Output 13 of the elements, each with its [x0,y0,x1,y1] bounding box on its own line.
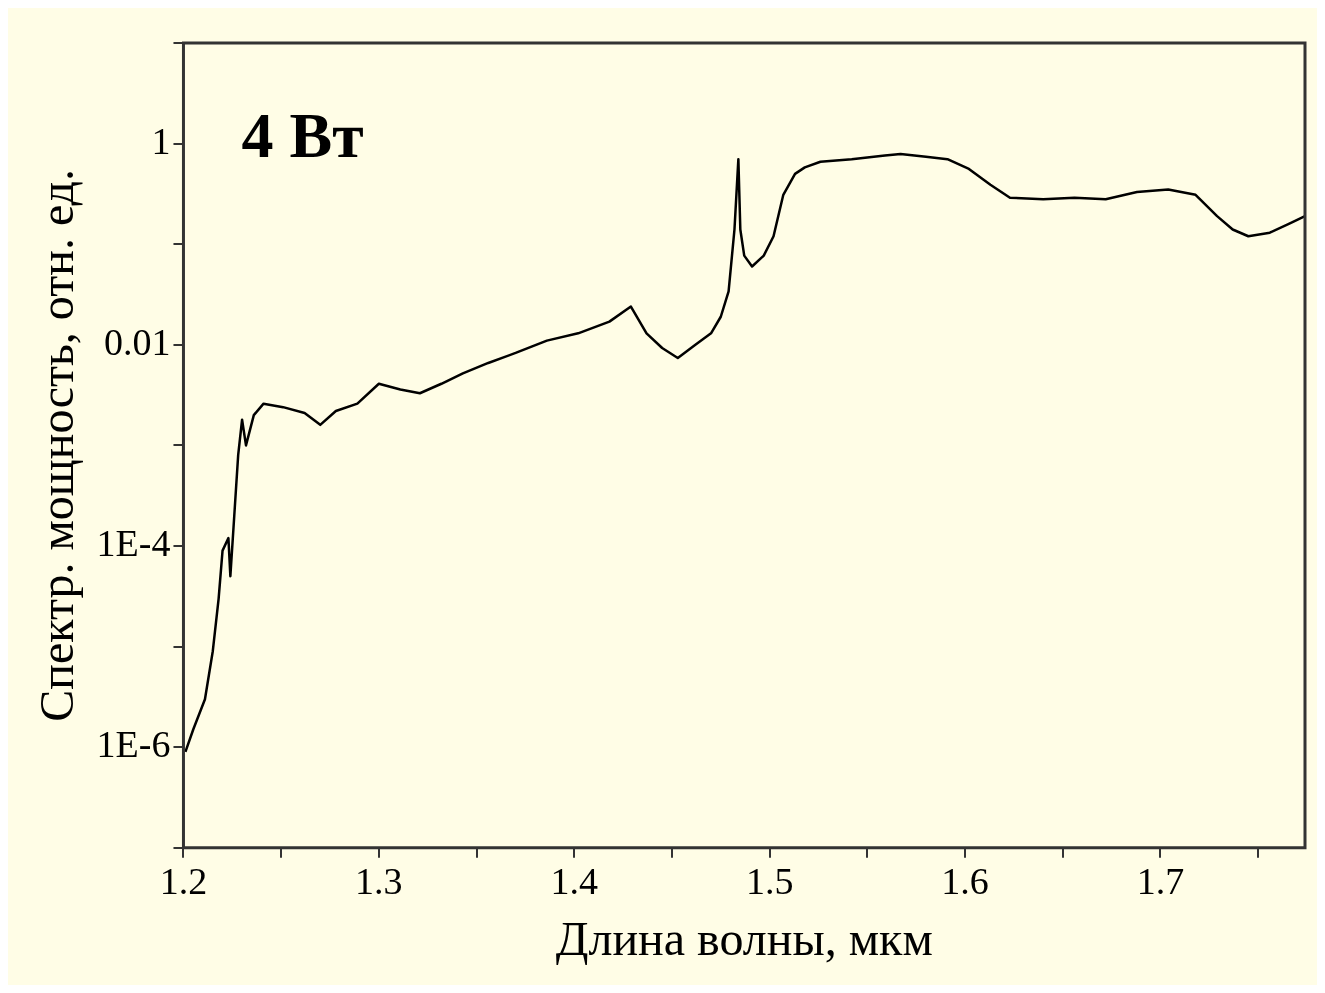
x-tick-label: 1.6 [941,859,989,902]
y-tick-label: 1E-6 [96,723,171,766]
annotation: 4 Вт [241,99,364,171]
y-tick-label: 1E-4 [96,521,171,564]
x-tick-label: 1.3 [355,859,403,902]
y-tick-label: 1 [151,119,171,162]
y-axis-title: Спектр. мощность, отн. ед. [30,169,84,722]
x-axis-title: Длина волны, мкм [555,911,933,965]
x-tick-label: 1.7 [1136,859,1185,902]
x-tick-label: 1.5 [745,859,794,902]
x-tick-label: 1.4 [550,859,598,902]
x-tick-label: 1.2 [159,859,208,902]
y-tick-label: 0.01 [103,320,171,363]
